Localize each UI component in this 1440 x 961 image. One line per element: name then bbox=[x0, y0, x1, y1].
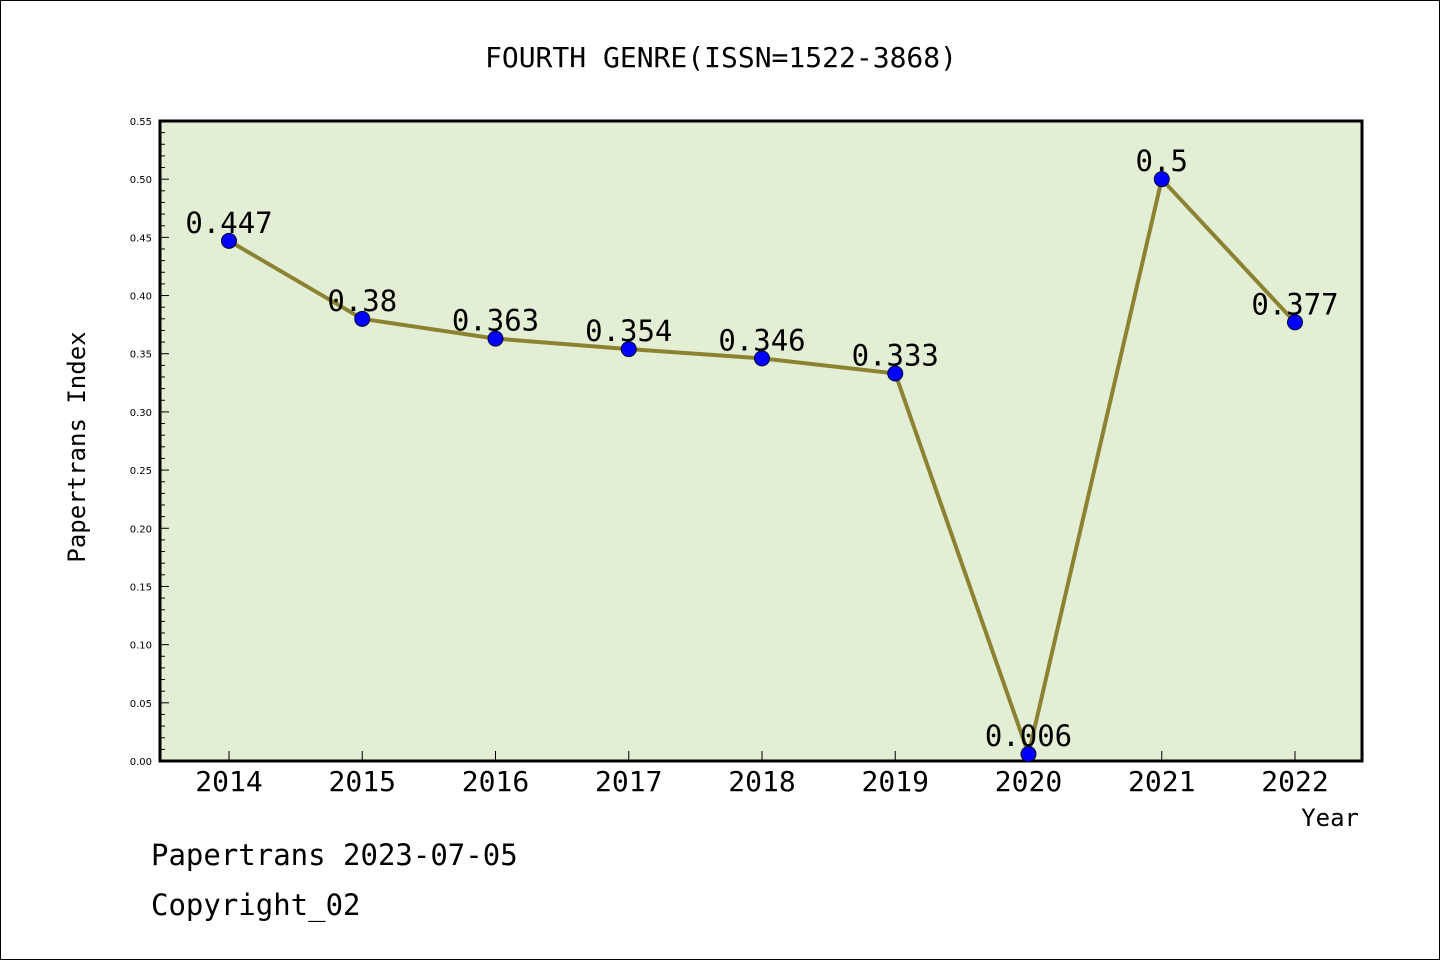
x-tick-label: 2020 bbox=[995, 765, 1062, 798]
data-point bbox=[887, 365, 904, 382]
data-point bbox=[620, 341, 637, 358]
y-axis-label: Papertrans Index bbox=[63, 331, 91, 562]
data-label: 0.447 bbox=[185, 206, 272, 240]
x-axis-label: Year bbox=[1301, 804, 1359, 832]
data-point bbox=[1020, 746, 1037, 763]
x-tick-label: 2014 bbox=[195, 765, 262, 798]
data-label: 0.333 bbox=[852, 339, 939, 373]
y-tick-label: 0.45 bbox=[130, 233, 152, 244]
marker-group bbox=[221, 171, 1303, 763]
data-label: 0.377 bbox=[1251, 287, 1338, 321]
y-tick-label: 0.15 bbox=[130, 582, 152, 593]
y-tick-label: 0.05 bbox=[130, 699, 152, 710]
data-point bbox=[354, 310, 371, 327]
footer-copyright: Copyright_02 bbox=[151, 888, 361, 923]
data-label: 0.5 bbox=[1136, 144, 1188, 178]
data-label: 0.346 bbox=[718, 323, 805, 357]
x-tick-label: 2016 bbox=[462, 765, 529, 798]
chart-title: FOURTH GENRE(ISSN=1522-3868) bbox=[485, 41, 957, 74]
x-tick-label: 2022 bbox=[1261, 765, 1328, 798]
data-label: 0.363 bbox=[452, 304, 539, 338]
data-point bbox=[754, 350, 770, 367]
y-tick-label: 0.00 bbox=[130, 757, 152, 768]
data-point bbox=[1153, 171, 1170, 188]
data-label: 0.006 bbox=[985, 719, 1072, 753]
y-tick-label: 0.40 bbox=[130, 292, 152, 303]
data-point bbox=[487, 330, 504, 347]
y-tick-label: 0.20 bbox=[130, 524, 152, 535]
y-tick-label: 0.50 bbox=[130, 175, 152, 186]
x-tick-label: 2017 bbox=[595, 765, 662, 798]
x-tick-label: 2019 bbox=[862, 765, 929, 798]
y-tick-label: 0.25 bbox=[130, 466, 152, 477]
y-tick-label: 0.30 bbox=[130, 408, 152, 419]
x-tick-label: 2021 bbox=[1128, 765, 1195, 798]
x-tick-label: 2018 bbox=[728, 765, 795, 798]
footer-date: Papertrans 2023-07-05 bbox=[151, 838, 518, 872]
data-label-group: 0.447 0.38 0.363 0.354 0.346 0.333 0.006 0.5 0.3… bbox=[185, 144, 1338, 753]
x-tick-label: 2015 bbox=[329, 765, 396, 798]
x-axis: 2014 2015 2016 2017 2018 2019 2020 2021 2022 bbox=[195, 751, 1329, 798]
data-point bbox=[221, 232, 237, 249]
y-tick-label: 0.55 bbox=[130, 117, 152, 128]
data-label: 0.354 bbox=[585, 314, 672, 348]
data-label: 0.38 bbox=[327, 284, 397, 318]
y-tick-label: 0.10 bbox=[130, 641, 152, 652]
plot-area bbox=[158, 119, 1364, 763]
data-point bbox=[1287, 314, 1303, 331]
y-axis: 0.00 0.05 0.10 0.15 0.20 0.25 0.30 0.35 0.40 0.45… bbox=[130, 117, 169, 768]
y-tick-label: 0.35 bbox=[130, 350, 152, 361]
